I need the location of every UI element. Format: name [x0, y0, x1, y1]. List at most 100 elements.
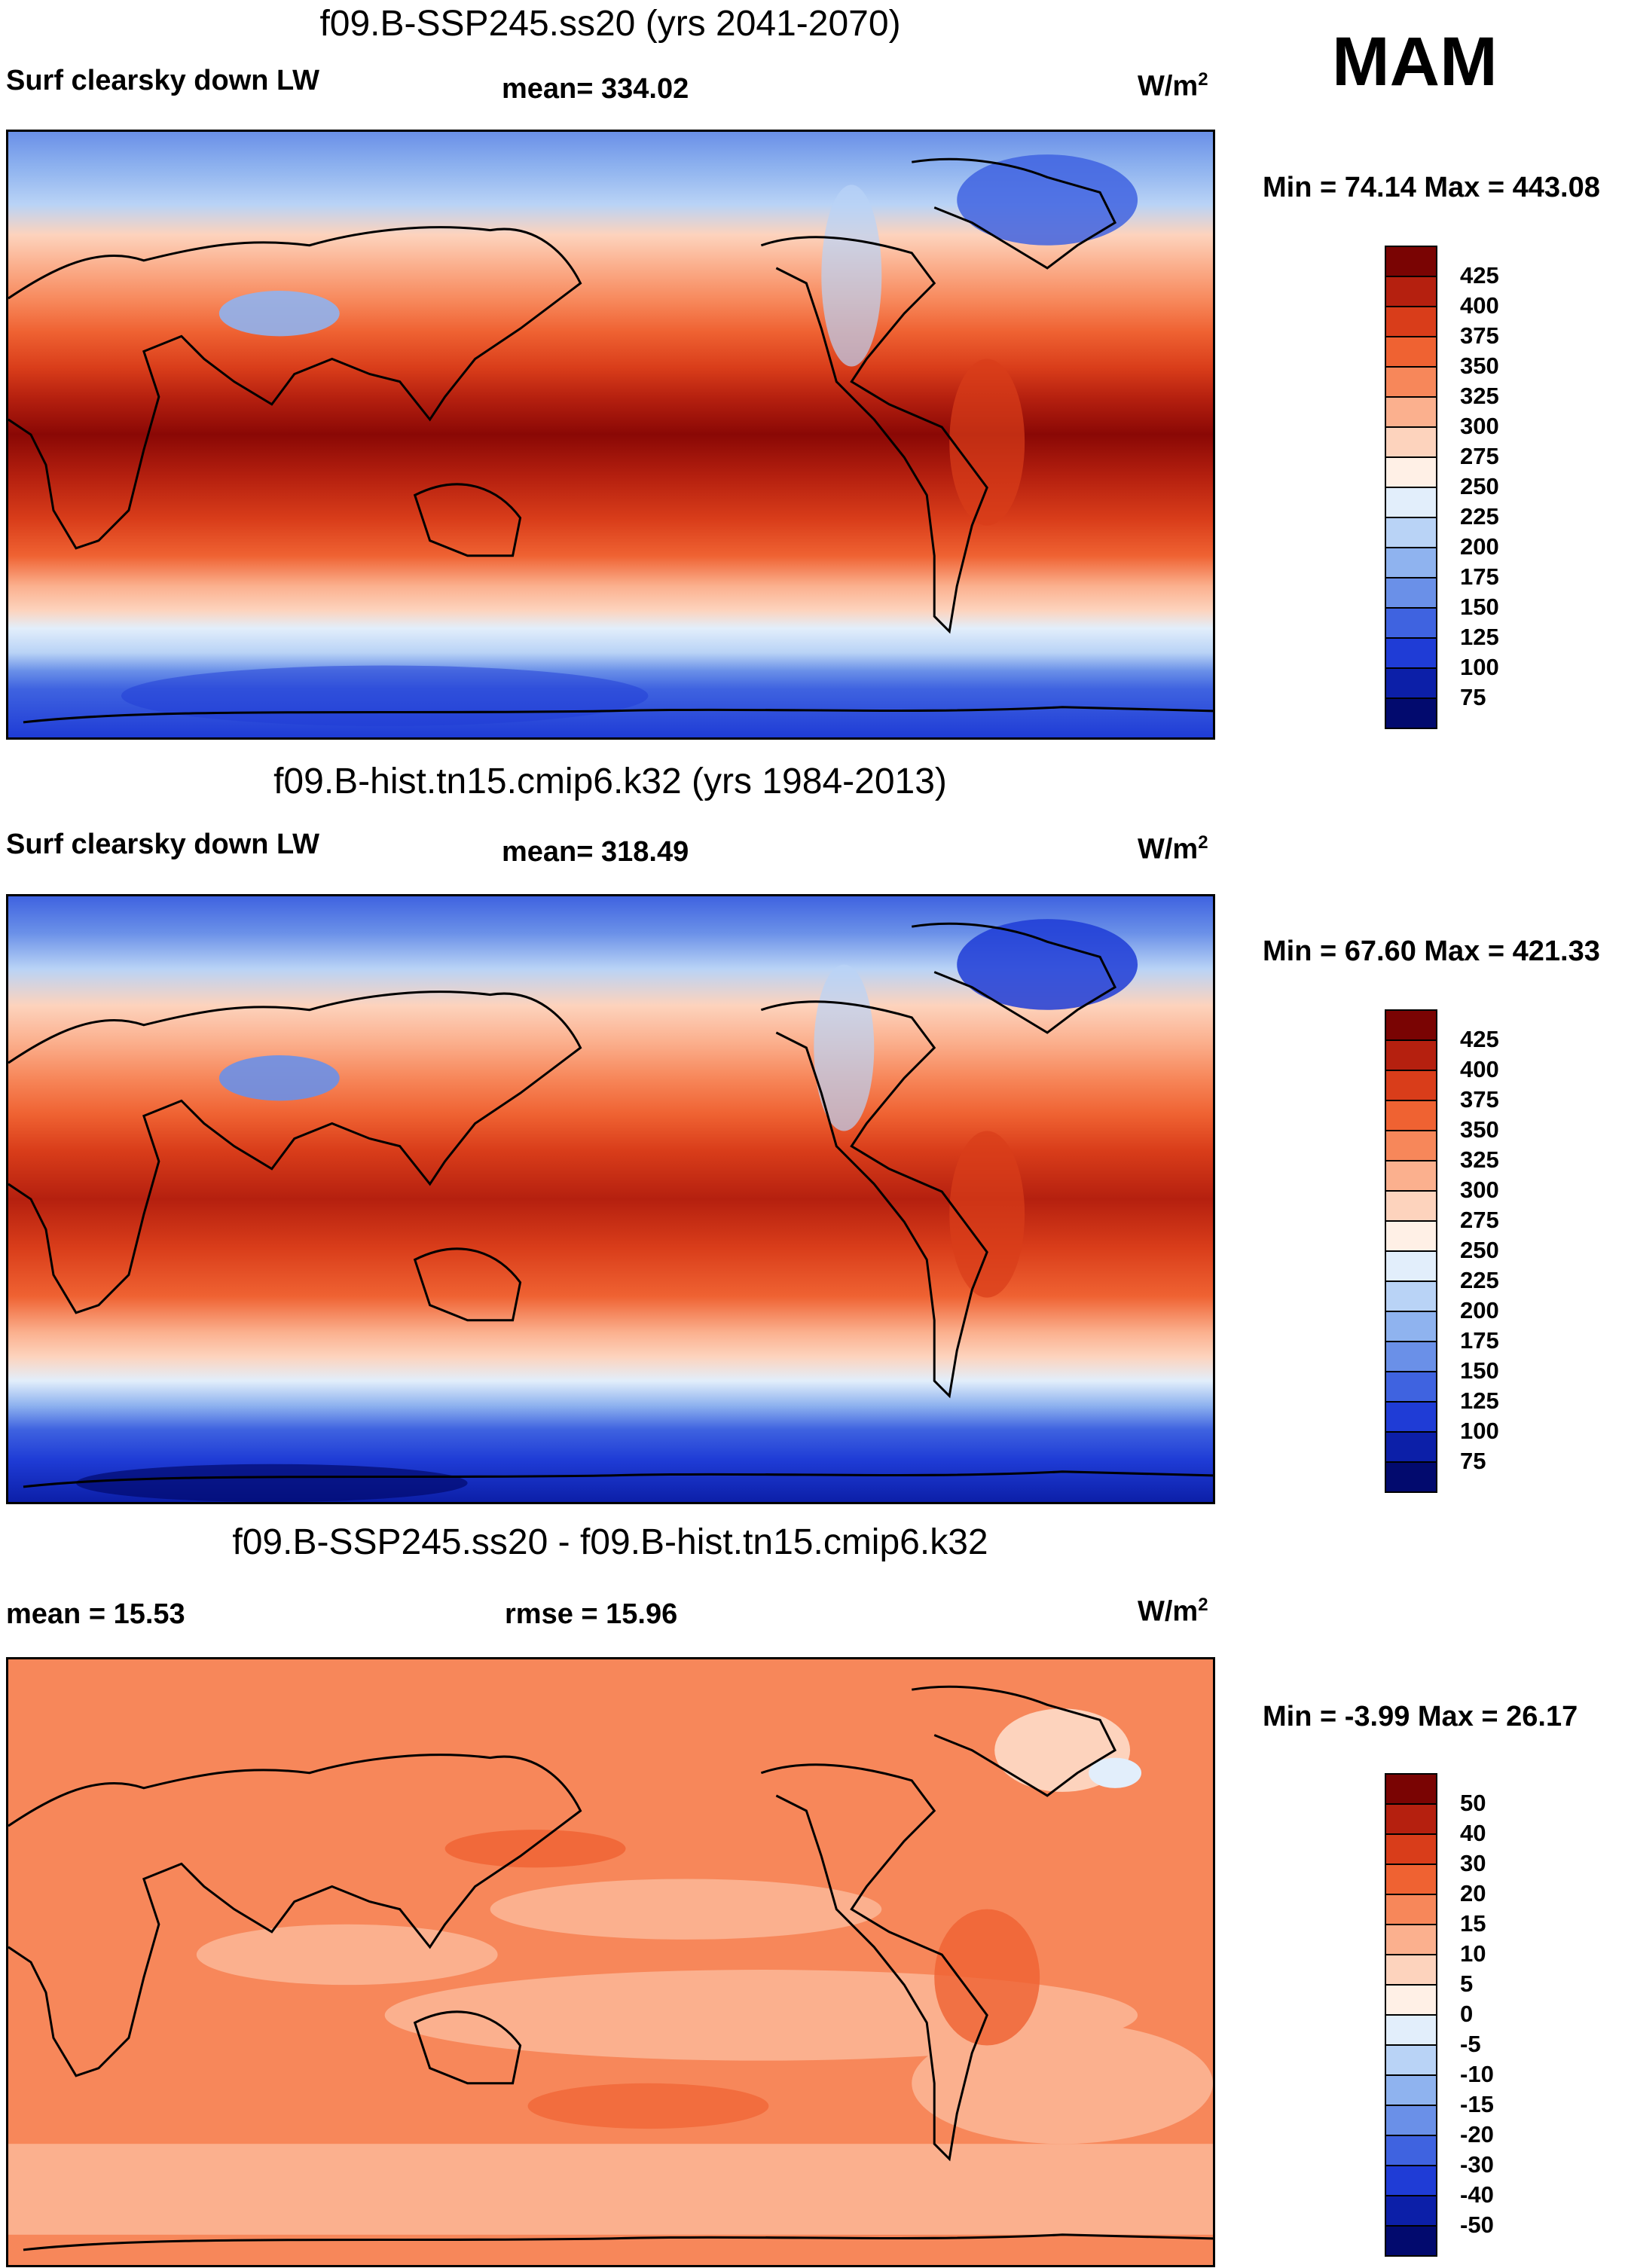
colorbar-tick-label: 75 — [1460, 1448, 1486, 1474]
colorbar-swatch — [1385, 1009, 1437, 1041]
panel-1-minmax: Min = 74.14 Max = 443.08 — [1263, 172, 1600, 203]
colorbar-swatch — [1385, 1190, 1437, 1222]
colorbar-tick-label: 100 — [1460, 1418, 1499, 1444]
panel-1-coastlines — [8, 157, 1213, 724]
colorbar-tick-label: 325 — [1460, 1146, 1499, 1173]
colorbar-tick-label: 250 — [1460, 1237, 1499, 1263]
colorbar-swatch — [1385, 1431, 1437, 1463]
panel-3-map — [6, 1657, 1215, 2267]
colorbar-swatch — [1385, 1341, 1437, 1372]
colorbar-swatch — [1385, 1954, 1437, 1986]
colorbar-swatch — [1385, 1984, 1437, 2016]
panel-3-map-svg — [8, 1659, 1213, 2265]
colorbar-swatch — [1385, 1401, 1437, 1433]
colorbar-swatch — [1385, 1039, 1437, 1071]
colorbar-tick-label: 150 — [1460, 594, 1499, 620]
colorbar-swatch — [1385, 1160, 1437, 1192]
colorbar-tick-label: -10 — [1460, 2061, 1494, 2087]
colorbar-swatch — [1385, 1281, 1437, 1312]
colorbar-tick-label: 425 — [1460, 262, 1499, 288]
colorbar-tick-label: 5 — [1460, 1970, 1474, 1997]
colorbar-swatch — [1385, 306, 1437, 337]
colorbar-tick-label: 75 — [1460, 684, 1486, 710]
colorbar-swatch — [1385, 366, 1437, 398]
colorbar-swatch — [1385, 637, 1437, 669]
colorbar-tick-label: -30 — [1460, 2151, 1494, 2178]
colorbar-tick-label: -40 — [1460, 2181, 1494, 2208]
colorbar-swatch — [1385, 2195, 1437, 2227]
panel-2-title: f09.B-hist.tn15.cmip6.k32 (yrs 1984-2013… — [273, 762, 947, 801]
panel-2-map — [6, 894, 1215, 1504]
colorbar-swatch — [1385, 1100, 1437, 1131]
colorbar-swatch — [1385, 336, 1437, 368]
colorbar-swatch — [1385, 697, 1437, 729]
colorbar-swatch — [1385, 276, 1437, 307]
colorbar-swatch — [1385, 2165, 1437, 2196]
panel-3-colorbar: 50 40 30 20 15 10 5 0 -5 -10 -15 -20 -30 -40 -50 — [1385, 1773, 1494, 2257]
colorbar-swatch — [1385, 607, 1437, 639]
panel-3-title: f09.B-SSP245.ss20 - f09.B-hist.tn15.cmip… — [232, 1522, 988, 1562]
panel-1-variable-label: Surf clearsky down LW — [6, 65, 319, 96]
colorbar-swatch — [1385, 577, 1437, 609]
colorbar-tick-label: 400 — [1460, 292, 1499, 319]
colorbar-tick-label: 375 — [1460, 322, 1499, 349]
panel-3-coastlines — [8, 1685, 1213, 2251]
colorbar-tick-label: 30 — [1460, 1850, 1486, 1876]
colorbar-tick-label: 275 — [1460, 443, 1499, 469]
panel-2-minmax: Min = 67.60 Max = 421.33 — [1263, 936, 1600, 967]
colorbar-tick-label: -50 — [1460, 2212, 1494, 2238]
colorbar-tick-label: 225 — [1460, 503, 1499, 530]
panel-1-units: W/m2 — [1138, 69, 1208, 102]
colorbar-tick-label: 50 — [1460, 1790, 1486, 1816]
colorbar-tick-label: 125 — [1460, 624, 1499, 650]
colorbar-swatch — [1385, 1864, 1437, 1895]
colorbar-tick-label: 125 — [1460, 1387, 1499, 1414]
colorbar-tick-label: 15 — [1460, 1910, 1486, 1937]
colorbar-tick-label: 200 — [1460, 1297, 1499, 1323]
colorbar-tick-label: 275 — [1460, 1207, 1499, 1233]
panel-2-coastlines — [8, 922, 1213, 1488]
colorbar-swatch — [1385, 2044, 1437, 2076]
colorbar-swatch — [1385, 1461, 1437, 1493]
colorbar-swatch — [1385, 667, 1437, 699]
panel-3-rmse-label: rmse = 15.96 — [505, 1598, 678, 1630]
colorbar-swatch — [1385, 2105, 1437, 2136]
colorbar-tick-label: 350 — [1460, 1116, 1499, 1143]
colorbar-tick-label: 225 — [1460, 1267, 1499, 1293]
colorbar-tick-label: 150 — [1460, 1357, 1499, 1384]
panel-1-colorbar: 425 400 375 350 325 300 275 250 225 200 175 150 125 1… — [1385, 246, 1499, 729]
colorbar-swatch — [1385, 1773, 1437, 1805]
colorbar-tick-label: 20 — [1460, 1880, 1486, 1906]
colorbar-swatch — [1385, 1070, 1437, 1101]
colorbar-tick-label: 350 — [1460, 353, 1499, 379]
colorbar-tick-label: 175 — [1460, 563, 1499, 590]
colorbar-swatch — [1385, 1833, 1437, 1865]
colorbar-tick-label: 0 — [1460, 2001, 1474, 2027]
colorbar-swatch — [1385, 1311, 1437, 1342]
panel-2-mean-label: mean= 318.49 — [502, 836, 689, 868]
colorbar-tick-label: 200 — [1460, 533, 1499, 560]
colorbar-swatch — [1385, 1220, 1437, 1252]
colorbar-tick-label: 375 — [1460, 1086, 1499, 1113]
panel-1-title: f09.B-SSP245.ss20 (yrs 2041-2070) — [319, 4, 901, 44]
colorbar-swatch — [1385, 1803, 1437, 1835]
colorbar-swatch — [1385, 426, 1437, 458]
colorbar-tick-label: 325 — [1460, 383, 1499, 409]
panel-1-mean-label: mean= 334.02 — [502, 73, 689, 105]
colorbar-tick-label: 100 — [1460, 654, 1499, 680]
colorbar-tick-label: 300 — [1460, 413, 1499, 439]
season-label: MAM — [1332, 23, 1498, 100]
colorbar-tick-label: 40 — [1460, 1820, 1486, 1846]
colorbar-swatch — [1385, 487, 1437, 518]
colorbar-swatch — [1385, 1130, 1437, 1161]
colorbar-swatch — [1385, 2074, 1437, 2106]
colorbar-swatch — [1385, 1250, 1437, 1282]
colorbar-swatch — [1385, 2135, 1437, 2166]
colorbar-tick-label: 175 — [1460, 1327, 1499, 1354]
colorbar-tick-label: -5 — [1460, 2031, 1481, 2057]
colorbar-swatch — [1385, 456, 1437, 488]
colorbar-swatch — [1385, 517, 1437, 548]
colorbar-tick-label: -20 — [1460, 2121, 1494, 2147]
panel-2-units: W/m2 — [1138, 832, 1208, 865]
colorbar-swatch — [1385, 396, 1437, 428]
